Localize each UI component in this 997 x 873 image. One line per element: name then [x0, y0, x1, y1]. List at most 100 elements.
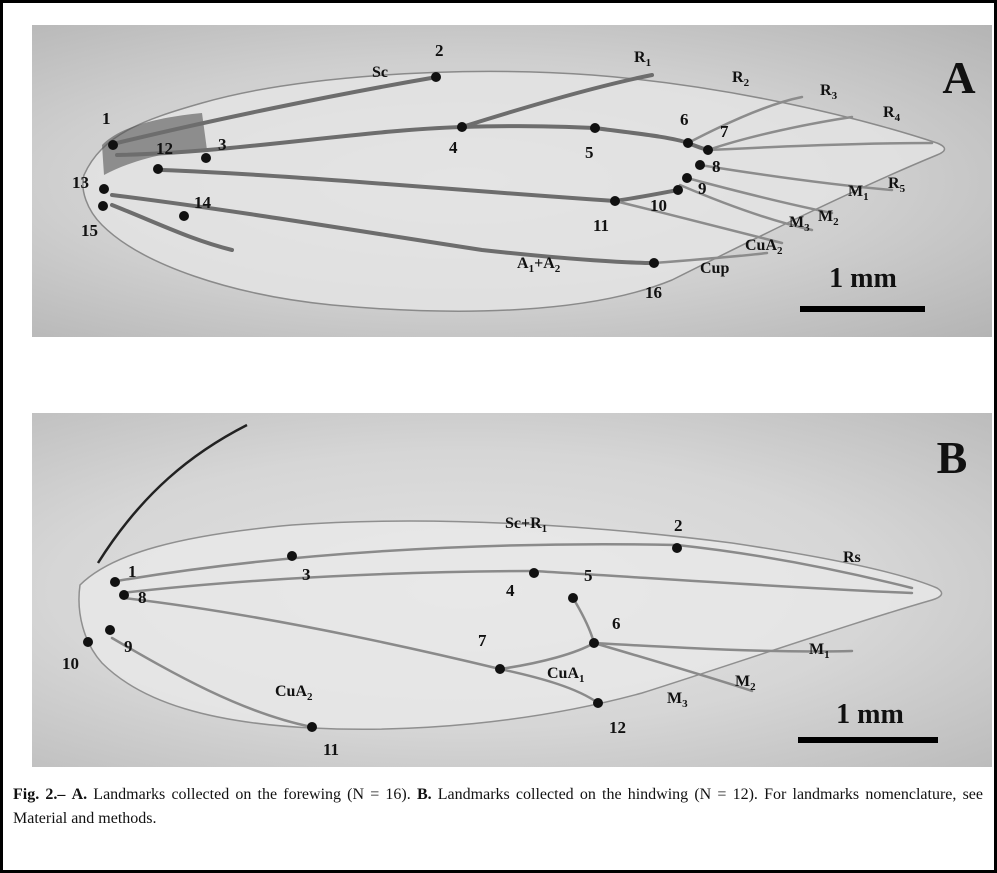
caption-fig-label: Fig. 2.–: [13, 786, 66, 803]
landmark-a-1-label: 1: [102, 109, 111, 128]
scale-label-b: 1 mm: [836, 699, 904, 730]
landmark-a-3-dot: [201, 153, 211, 163]
landmark-a-12-dot: [153, 164, 163, 174]
landmark-b-4-dot: [529, 568, 539, 578]
landmark-a-7-label: 7: [720, 122, 729, 141]
vein-r5: [698, 163, 894, 192]
vein-cell-lower: [160, 168, 680, 204]
forewing-image: 1 mm A Sc R1 R2 R3 R4 R5 M1 M2 M3 CuA2 C…: [72, 41, 976, 312]
landmark-a-6-label: 6: [680, 110, 689, 129]
landmark-a-2-dot: [431, 72, 441, 82]
vein-cu: [110, 193, 656, 265]
landmark-b-7-label: 7: [478, 631, 487, 650]
vein-r4: [706, 141, 934, 152]
landmark-a-1-dot: [108, 140, 118, 150]
vein-a: [110, 203, 234, 252]
landmark-b-11-dot: [307, 722, 317, 732]
vein-cell-b-upper: [120, 569, 536, 595]
vein-label-r3: R3: [820, 82, 838, 102]
landmark-b-5-dot: [568, 593, 578, 603]
vein-m3-b: [498, 667, 600, 705]
hindwing-bristle: [96, 423, 248, 564]
vein-m3: [613, 199, 784, 245]
forewing-membrane: [82, 70, 946, 312]
landmark-b-12-dot: [593, 698, 603, 708]
landmark-b-2-label: 2: [674, 516, 683, 535]
vein-m1-b: [592, 641, 854, 653]
caption-b-text: Landmarks collected on the hindwing (N =…: [437, 786, 758, 803]
forewing-panel: 1 mm A Sc R1 R2 R3 R4 R5 M1 M2 M3 CuA2 C…: [32, 25, 992, 337]
landmark-a-8-label: 8: [712, 157, 721, 176]
landmark-a-11-dot: [610, 196, 620, 206]
landmark-a-14-label: 14: [194, 193, 212, 212]
vein-cell-b-lower: [122, 596, 596, 671]
landmark-a-12-label: 12: [156, 139, 173, 158]
caption-a-text: Landmarks collected on the forewing (N =…: [93, 786, 411, 803]
hindwing-image: 1 mm B Sc+R1 Rs M1 M2 M3 CuA1 CuA2: [62, 423, 968, 759]
vein-r: [115, 124, 597, 157]
vein-label-cup: Cup: [700, 260, 729, 277]
vein-label-r2: R2: [732, 69, 750, 89]
landmark-a-8-dot: [695, 160, 705, 170]
landmark-a-10-label: 10: [650, 196, 667, 215]
vein-label-rs: Rs: [843, 549, 861, 566]
landmark-b-8-dot: [119, 590, 129, 600]
hindwing-membrane: [78, 520, 943, 730]
landmark-b-5-label: 5: [584, 566, 593, 585]
vein-cua2: [652, 251, 769, 265]
figure-caption: Fig. 2.– A. Landmarks collected on the f…: [13, 783, 983, 831]
landmark-a-9-dot: [682, 173, 692, 183]
hindwing-panel: 1 mm B Sc+R1 Rs M1 M2 M3 CuA1 CuA2: [32, 413, 992, 767]
panel-letter-a: A: [942, 52, 975, 103]
vein-label-cua2-b: CuA2: [275, 683, 313, 703]
landmark-b-11-label: 11: [323, 740, 339, 759]
caption-a-label: A.: [71, 786, 88, 803]
landmark-a-15-label: 15: [81, 221, 98, 240]
landmark-a-10-dot: [673, 185, 683, 195]
landmark-b-4-label: 4: [506, 581, 515, 600]
landmark-b-3-dot: [287, 551, 297, 561]
landmark-a-6-dot: [683, 138, 693, 148]
landmark-b-6-label: 6: [612, 614, 621, 633]
panel-letter-b: B: [937, 432, 968, 483]
landmark-b-6-dot: [589, 638, 599, 648]
scale-label-a: 1 mm: [829, 263, 897, 294]
vein-r1: [460, 73, 654, 129]
vein-m2: [678, 183, 814, 232]
landmark-b-9-label: 9: [124, 637, 133, 656]
vein-m1: [685, 176, 834, 215]
vein-label-scr1: Sc+R1: [505, 515, 547, 535]
vein-label-r1: R1: [634, 49, 651, 69]
landmark-a-3-label: 3: [218, 135, 227, 154]
landmark-a-16-label: 16: [645, 283, 662, 302]
landmark-a-13-dot: [99, 184, 109, 194]
landmark-b-1-dot: [110, 577, 120, 587]
vein-cua2-b: [110, 636, 314, 729]
vein-label-m3: M3: [789, 214, 810, 234]
vein-label-m1: M1: [848, 183, 869, 203]
vein-label-a1a2: A1+A2: [517, 255, 561, 275]
vein-label-m3-b: M3: [667, 690, 688, 710]
landmark-b-7-dot: [495, 664, 505, 674]
landmark-a-13-label: 13: [72, 173, 89, 192]
landmark-b-8-label: 8: [138, 588, 147, 607]
landmark-b-9-dot: [105, 625, 115, 635]
landmark-a-9-label: 9: [698, 179, 707, 198]
landmark-b-10-dot: [83, 637, 93, 647]
landmark-a-7-dot: [703, 145, 713, 155]
vein-label-r4: R4: [883, 104, 901, 124]
caption-b-label: B.: [416, 786, 432, 803]
landmark-a-16-dot: [649, 258, 659, 268]
landmark-b-3-label: 3: [302, 565, 311, 584]
caption-note: For landmarks nomenclature, see Material…: [13, 786, 983, 827]
vein-rs: [532, 569, 914, 595]
vein-r2: [686, 95, 804, 145]
landmark-b-1-label: 1: [128, 562, 137, 581]
landmark-a-5-dot: [590, 123, 600, 133]
vein-m2-b: [592, 641, 754, 693]
landmark-a-4-dot: [457, 122, 467, 132]
vein-r3: [706, 115, 854, 152]
landmark-b-10-label: 10: [62, 654, 79, 673]
vein-label-r5: R5: [888, 175, 906, 195]
